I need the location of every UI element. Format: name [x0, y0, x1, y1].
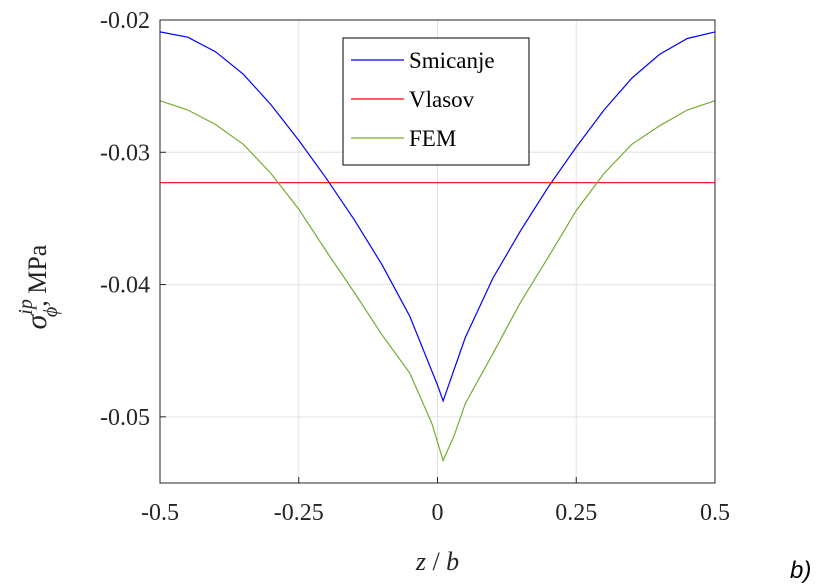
x-axis-label-sep: / — [426, 547, 446, 576]
y-axis-label-subscript: ϕ — [40, 307, 62, 317]
y-tick-labels: -0.05 -0.04 -0.03 -0.02 — [100, 8, 150, 431]
y-axis-label-symbol: σ — [20, 314, 53, 330]
legend: Smicanje Vlasov FEM — [342, 37, 530, 166]
axis-ticks — [159, 19, 716, 483]
y-axis-label: σip ϕ, MPa — [15, 244, 62, 329]
y-tick-label: -0.02 — [100, 8, 150, 34]
x-tick-label: 0.5 — [700, 500, 730, 526]
legend-box — [342, 37, 530, 166]
y-axis-label-superscript: ip — [15, 299, 37, 315]
y-tick-label: -0.05 — [100, 405, 150, 431]
x-tick-labels: -0.5 -0.25 0 0.25 0.5 — [141, 500, 730, 526]
x-tick-label: 0.25 — [555, 500, 597, 526]
legend-entry-smicanje: Smicanje — [409, 48, 495, 73]
series-line-smicanje — [159, 31, 716, 403]
x-tick-label: -0.5 — [141, 500, 179, 526]
legend-entry-fem: FEM — [409, 126, 456, 151]
x-axis-label-den: b — [446, 547, 459, 576]
y-axis-label-unit: , MPa — [23, 244, 52, 307]
x-tick-label: 0 — [432, 500, 444, 526]
y-tick-label: -0.03 — [100, 140, 150, 166]
series-line-fem — [159, 100, 716, 463]
y-tick-label: -0.04 — [100, 273, 150, 299]
x-axis-label: z / b — [415, 547, 459, 576]
panel-label: b) — [790, 557, 811, 584]
x-axis-label-var: z — [415, 547, 426, 576]
series-layer — [159, 31, 716, 463]
x-tick-label: -0.25 — [274, 500, 324, 526]
legend-entry-vlasov: Vlasov — [409, 87, 475, 112]
